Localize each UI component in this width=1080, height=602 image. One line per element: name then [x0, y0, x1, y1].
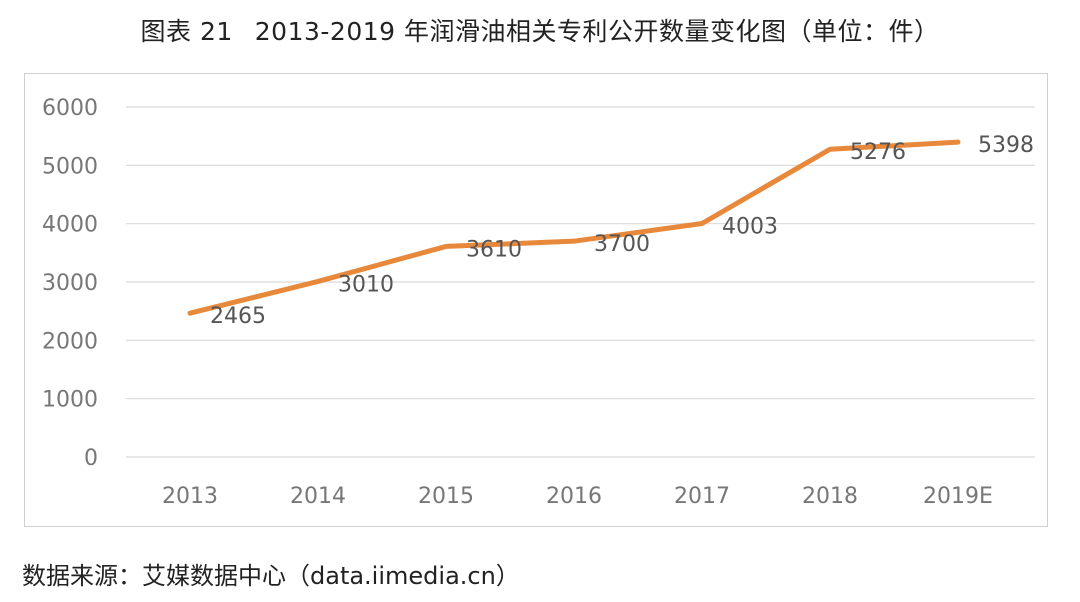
data-point — [700, 221, 704, 225]
chart-title: 图表 21 2013-2019 年润滑油相关专利公开数量变化图（单位：件） — [0, 12, 1080, 48]
x-tick-label: 2019E — [923, 484, 993, 509]
data-label: 3610 — [466, 237, 522, 262]
y-tick-label: 2000 — [42, 329, 98, 354]
y-tick-label: 1000 — [42, 388, 98, 413]
series-line — [187, 139, 961, 316]
data-label: 3700 — [594, 232, 650, 257]
x-tick-label: 2015 — [418, 484, 474, 509]
y-tick-label: 6000 — [42, 96, 98, 121]
data-point — [444, 244, 448, 248]
data-label: 5276 — [850, 140, 906, 165]
x-tick-label: 2017 — [674, 484, 730, 509]
x-axis-ticks: 2013 2014 2015 2016 2017 2018 2019E — [162, 484, 993, 509]
y-tick-label: 4000 — [42, 213, 98, 238]
chart-title-text: 2013-2019 年润滑油相关专利公开数量变化图（单位：件） — [254, 17, 940, 46]
data-point — [956, 140, 960, 144]
source-note: 数据来源：艾媒数据中心（data.iimedia.cn） — [22, 562, 520, 590]
y-tick-label: 5000 — [42, 154, 98, 179]
grid-lines — [126, 106, 1035, 458]
y-tick-label: 0 — [84, 446, 98, 471]
y-axis-ticks: 0 1000 2000 3000 4000 5000 6000 — [42, 96, 98, 471]
x-tick-label: 2018 — [802, 484, 858, 509]
chart-frame — [24, 73, 1048, 527]
data-label: 4003 — [722, 214, 778, 239]
x-tick-label: 2014 — [290, 484, 346, 509]
data-label: 5398 — [978, 133, 1034, 158]
data-point — [188, 311, 192, 315]
y-tick-label: 3000 — [42, 271, 98, 296]
series-line-group — [187, 139, 961, 316]
data-point — [572, 239, 576, 243]
x-tick-label: 2016 — [546, 484, 602, 509]
data-point — [828, 147, 832, 151]
data-labels: 2465 3010 3610 3700 4003 5276 5398 — [210, 133, 1034, 329]
data-label: 3010 — [338, 272, 394, 297]
data-point — [316, 279, 320, 283]
chart-title-prefix: 图表 21 — [140, 17, 233, 46]
x-tick-label: 2013 — [162, 484, 218, 509]
data-label: 2465 — [210, 304, 266, 329]
